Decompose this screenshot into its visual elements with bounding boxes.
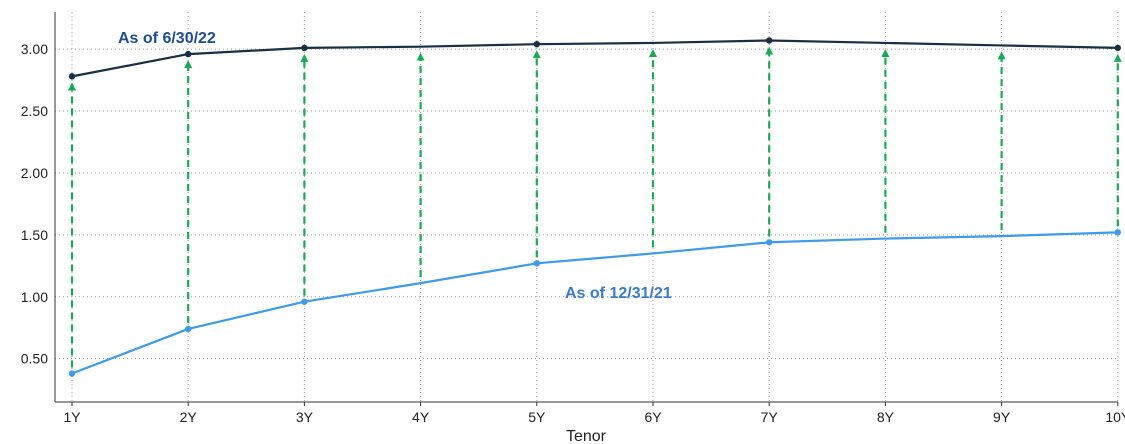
x-tick-label: 2Y	[180, 409, 198, 425]
annotations: As of 6/30/22 As of 12/31/21	[118, 30, 672, 302]
y-tick-label: 3.00	[21, 41, 48, 57]
series-line	[71, 231, 1118, 375]
x-tick-label: 4Y	[412, 409, 430, 425]
x-tick-label: 5Y	[528, 409, 546, 425]
series-point	[301, 298, 308, 305]
x-tick-label: 3Y	[296, 409, 314, 425]
x-tick-label: 9Y	[993, 409, 1011, 425]
series-point	[1114, 229, 1122, 236]
x-axis-title: Tenor	[566, 428, 607, 444]
x-tick-label: 8Y	[877, 409, 895, 425]
series-point	[766, 239, 773, 246]
series-annotation: As of 6/30/22	[118, 30, 216, 47]
series-point	[766, 37, 773, 44]
x-tick-label: 1Y	[63, 409, 81, 425]
shift-arrows	[68, 46, 1122, 368]
y-tick-label: 2.00	[21, 165, 48, 181]
series-point	[533, 40, 540, 48]
axes	[54, 12, 1119, 406]
series-point	[185, 325, 192, 333]
tick-labels: 0.50 1.00 1.50 2.00 2.50 3.00 1Y 2Y 3Y 4Y 5Y 6Y 7Y 8Y…	[21, 41, 1125, 425]
y-tick-label: 1.50	[21, 227, 48, 243]
series-line	[71, 39, 1118, 78]
x-tick-label: 6Y	[644, 409, 662, 425]
x-tick-label: 10Y	[1105, 409, 1125, 425]
y-tick-label: 0.50	[21, 351, 48, 367]
y-tick-label: 2.50	[21, 103, 48, 119]
series-point	[68, 73, 76, 80]
y-tick-label: 1.00	[21, 289, 48, 305]
series-point	[301, 44, 308, 52]
series-lines	[68, 37, 1122, 377]
series-point	[185, 50, 192, 58]
series-point	[533, 260, 540, 267]
series-point	[68, 370, 76, 377]
series-point	[1114, 44, 1122, 52]
x-tick-label: 7Y	[761, 409, 779, 425]
series-annotation: As of 12/31/21	[565, 285, 672, 302]
grid-lines	[55, 12, 1119, 402]
